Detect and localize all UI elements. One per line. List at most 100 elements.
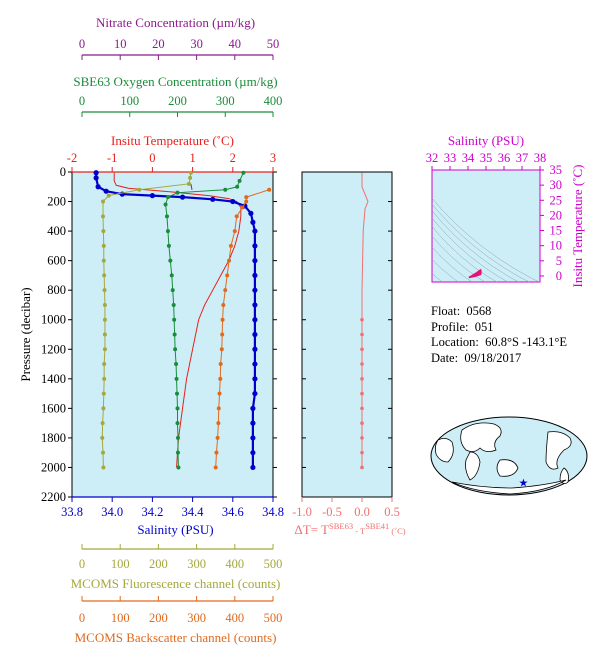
- backscatter-tick-label: 0: [79, 611, 85, 625]
- salinity-tick-label: 34.6: [222, 505, 244, 519]
- ts-x-tick-label: 38: [534, 151, 547, 165]
- salinity-point: [252, 258, 258, 264]
- fluorescence-point: [102, 376, 107, 381]
- fluorescence-point: [102, 288, 107, 293]
- y-tick-label: 200: [47, 195, 66, 209]
- y-tick-label: 600: [47, 254, 66, 268]
- delta-x-tick-label: -1.0: [292, 505, 312, 519]
- nitrate-tick-label: 40: [229, 37, 242, 51]
- temperature-tick-label: 3: [270, 151, 276, 165]
- ts-density-contours: [432, 198, 540, 282]
- backscatter-point: [232, 229, 237, 234]
- backscatter-point: [219, 347, 224, 352]
- map-landmass: [545, 431, 572, 470]
- delta-x-tick-label: 0.0: [354, 505, 370, 519]
- temperature-series: [113, 172, 242, 468]
- oxygen-point: [175, 406, 180, 411]
- date-label: Date:: [431, 350, 459, 365]
- ts-contour: [432, 198, 540, 282]
- fluorescence-point: [101, 258, 106, 263]
- fluorescence-point: [102, 347, 107, 352]
- backscatter-point: [220, 332, 225, 337]
- ts-x-tick-label: 34: [462, 151, 475, 165]
- delta-t-point: [360, 391, 364, 396]
- ts-data-blob: [468, 268, 482, 279]
- float-label: Float:: [431, 304, 461, 318]
- backscatter-tick-label: 300: [187, 611, 206, 625]
- salinity-tick-label: 34.4: [182, 505, 205, 519]
- salinity-point: [252, 243, 258, 249]
- y-tick-label: 1000: [41, 313, 66, 327]
- y-tick-label: 2000: [41, 460, 66, 474]
- map-landmass: [434, 438, 454, 463]
- temperature-tick-label: 2: [230, 151, 236, 165]
- delta-t-series: [360, 172, 369, 470]
- nitrate-axis-label: Nitrate Concentration (µm/kg): [96, 15, 255, 30]
- backscatter-point: [227, 258, 232, 263]
- oxygen-point: [164, 214, 169, 219]
- date-value: 09/18/2017: [464, 350, 522, 365]
- salinity-point: [248, 210, 254, 216]
- fluorescence-point: [102, 332, 107, 337]
- fluorescence-point: [186, 181, 191, 186]
- delta-t-point: [360, 436, 364, 440]
- oxygen-point: [173, 347, 178, 352]
- fluorescence-point: [101, 391, 106, 396]
- nitrate-tick-label: 0: [79, 37, 85, 51]
- delta-label-mid: - T: [353, 526, 366, 536]
- ts-contour: [432, 235, 486, 282]
- oxygen-point: [176, 465, 181, 470]
- oxygen-point: [170, 288, 175, 293]
- float-location-star-icon: ★: [518, 477, 528, 489]
- ts-y-tick-label: 15: [550, 224, 563, 238]
- main-plot-area: [71, 171, 274, 498]
- salinity-point: [149, 193, 155, 199]
- map-landmass: [460, 422, 502, 452]
- ts-y-tick-label: 0: [556, 269, 562, 283]
- salinity-point: [250, 405, 256, 411]
- float-value: 0568: [466, 304, 492, 318]
- salinity-point: [252, 272, 258, 279]
- temperature-line: [113, 172, 242, 468]
- backscatter-point: [215, 435, 220, 440]
- fluorescence-axis-label: MCOMS Fluorescence channel (counts): [71, 576, 281, 591]
- profile-value: 051: [474, 319, 494, 334]
- oxygen-point: [169, 273, 174, 278]
- ts-y-tick-label: 5: [556, 254, 562, 268]
- fluorescence-point: [101, 229, 106, 234]
- salinity-point: [252, 302, 258, 308]
- backscatter-point: [244, 195, 249, 200]
- salinity-point: [250, 450, 256, 456]
- backscatter-point: [214, 450, 219, 455]
- oxygen-point: [175, 421, 180, 426]
- delta-t-point: [360, 362, 364, 366]
- ts-y-tick-label: 10: [550, 239, 563, 253]
- y-tick-label: 1800: [41, 431, 66, 445]
- fluorescence-tick-label: 100: [111, 557, 130, 571]
- temperature-tick-label: -2: [67, 151, 77, 165]
- oxygen-point: [174, 362, 179, 367]
- fluorescence-tick-label: 300: [187, 557, 206, 571]
- y-axis-label: Pressure (decibar): [18, 287, 33, 381]
- oxygen-point: [237, 178, 242, 183]
- oxygen-point: [172, 317, 177, 322]
- backscatter-point: [244, 199, 249, 204]
- delta-label-sup1: SBE63: [329, 521, 353, 531]
- salinity-tick-label: 34.0: [101, 505, 123, 519]
- map-landmass: [451, 479, 567, 495]
- ts-y-tick-label: 30: [550, 178, 563, 192]
- ts-contour: [432, 226, 497, 282]
- fluorescence-point: [101, 214, 106, 219]
- delta-x-tick-label: 0.5: [384, 505, 400, 519]
- backscatter-point: [218, 362, 223, 367]
- fluorescence-point: [137, 187, 142, 192]
- fluorescence-point: [106, 193, 111, 198]
- backscatter-point: [221, 302, 226, 307]
- fluorescence-point: [100, 421, 105, 426]
- oxygen-point: [165, 195, 170, 200]
- oxygen-point: [165, 229, 170, 234]
- salinity-tick-label: 34.2: [141, 505, 163, 519]
- ts-x-tick-label: 36: [498, 151, 511, 165]
- y-tick-label: 2200: [41, 490, 66, 504]
